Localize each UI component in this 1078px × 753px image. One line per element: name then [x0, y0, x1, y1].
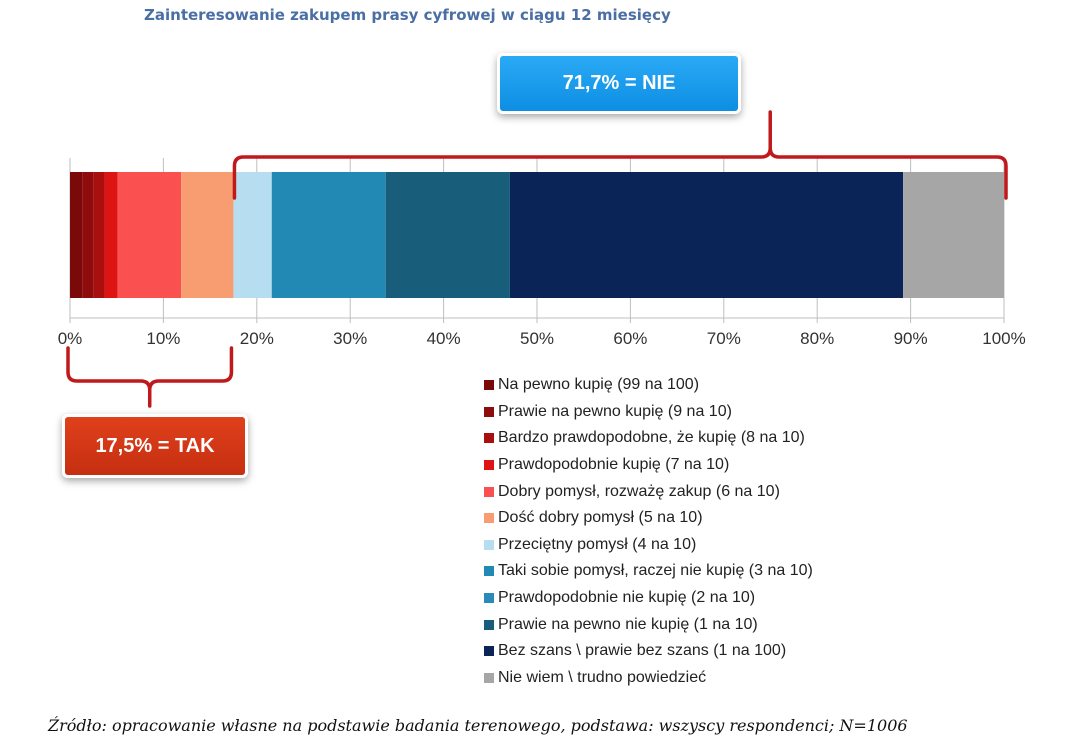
bar-segment	[104, 172, 118, 298]
legend-swatch	[484, 433, 494, 444]
legend-label: Prawie na pewno kupię (9 na 10)	[498, 402, 732, 420]
legend-label: Dość dobry pomysł (5 na 10)	[498, 509, 703, 527]
legend-swatch	[484, 566, 494, 577]
legend-label: Taki sobie pomysł, raczej nie kupię (3 n…	[498, 562, 813, 580]
source-note: Źródło: opracowanie własne na podstawie …	[48, 716, 908, 735]
legend-item: Taki sobie pomysł, raczej nie kupię (3 n…	[484, 558, 813, 585]
legend-swatch	[484, 513, 494, 524]
callout-tak: 17,5% = TAK	[62, 414, 248, 478]
x-tick-label: 60%	[613, 329, 647, 348]
bar-segment	[509, 172, 904, 298]
legend-label: Prawdopodobnie nie kupię (2 na 10)	[498, 589, 756, 607]
legend-swatch	[484, 646, 494, 657]
x-tick-label: 80%	[800, 329, 834, 348]
legend-label: Prawdopodobnie kupię (7 na 10)	[498, 456, 730, 474]
legend-swatch	[484, 539, 494, 550]
legend-item: Na pewno kupię (99 na 100)	[484, 372, 813, 399]
callout-nie: 71,7% = NIE	[497, 53, 741, 114]
bar-segment	[385, 172, 510, 298]
legend-item: Prawdopodobnie kupię (7 na 10)	[484, 452, 813, 479]
legend-swatch	[484, 593, 494, 604]
bar-segment	[93, 172, 105, 298]
bar-segment	[233, 172, 272, 298]
bar-segment	[903, 172, 1004, 298]
x-tick-label: 20%	[240, 329, 274, 348]
x-tick-label: 100%	[982, 329, 1025, 348]
x-tick-label: 30%	[333, 329, 367, 348]
legend-item: Prawie na pewno kupię (9 na 10)	[484, 399, 813, 426]
bar-segment	[70, 172, 83, 298]
x-tick-label: 70%	[707, 329, 741, 348]
legend-swatch	[484, 486, 494, 497]
chart-title: Zainteresowanie zakupem prasy cyfrowej w…	[144, 6, 671, 24]
legend-item: Bez szans \ prawie bez szans (1 na 100)	[484, 638, 813, 665]
legend-item: Dość dobry pomysł (5 na 10)	[484, 505, 813, 532]
bracket-tak	[66, 346, 234, 408]
legend-label: Nie wiem \ trudno powiedzieć	[498, 668, 707, 686]
legend-label: Bardzo prawdopodobne, że kupię (8 na 10)	[498, 429, 805, 447]
x-tick-label: 90%	[894, 329, 928, 348]
legend-label: Na pewno kupię (99 na 100)	[498, 376, 700, 394]
bar-segment	[271, 172, 386, 298]
legend-swatch	[484, 460, 494, 471]
legend-swatch	[484, 380, 494, 391]
legend-item: Prawie na pewno nie kupię (1 na 10)	[484, 611, 813, 638]
legend-item: Przeciętny pomysł (4 na 10)	[484, 532, 813, 559]
x-tick-label: 0%	[58, 329, 83, 348]
x-tick-label: 40%	[427, 329, 461, 348]
legend-swatch	[484, 672, 494, 683]
legend-label: Prawie na pewno nie kupię (1 na 10)	[498, 615, 758, 633]
x-tick-label: 10%	[146, 329, 180, 348]
legend-item: Dobry pomysł, rozważę zakup (6 na 10)	[484, 478, 813, 505]
legend-item: Bardzo prawdopodobne, że kupię (8 na 10)	[484, 425, 813, 452]
bar-segment	[181, 172, 234, 298]
legend-item: Prawdopodobnie nie kupię (2 na 10)	[484, 585, 813, 612]
bar-segment	[82, 172, 94, 298]
legend-swatch	[484, 406, 494, 417]
legend-label: Dobry pomysł, rozważę zakup (6 na 10)	[498, 482, 780, 500]
bracket-nie	[232, 110, 1008, 200]
legend-label: Przeciętny pomysł (4 na 10)	[498, 535, 697, 553]
legend-swatch	[484, 619, 494, 630]
bar-segment	[117, 172, 182, 298]
x-tick-label: 50%	[520, 329, 554, 348]
legend-item: Nie wiem \ trudno powiedzieć	[484, 665, 813, 692]
legend: Na pewno kupię (99 na 100) Prawie na pewn…	[484, 372, 813, 691]
legend-label: Bez szans \ prawie bez szans (1 na 100)	[498, 642, 787, 660]
